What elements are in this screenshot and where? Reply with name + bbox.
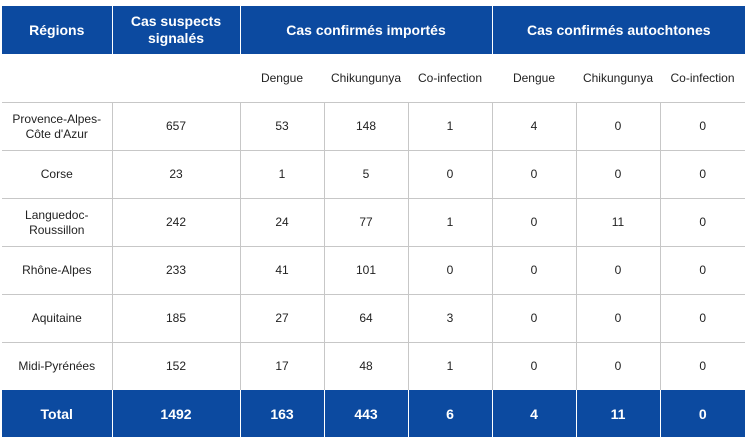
total-row: Total 1492 163 443 6 4 11 0: [2, 390, 746, 437]
region-name: Rhône-Alpes: [2, 246, 112, 295]
header-suspect-cases: Cas suspects signalés: [111, 6, 240, 54]
total-value: 1492: [111, 390, 240, 437]
subheader-row: Dengue Chikungunya Co-infection Dengue C…: [2, 54, 746, 103]
cell-value: 0: [491, 198, 576, 247]
region-name: Midi-Pyrénées: [18, 359, 96, 373]
total-value: 443: [323, 390, 408, 437]
cell-value: 0: [491, 246, 576, 295]
total-value: 0: [659, 390, 746, 437]
cases-table: Régions Cas suspects signalés Cas confir…: [2, 6, 746, 437]
cell-value: 0: [575, 246, 660, 295]
subheader-coinfection-autochthonous: Co-infection: [660, 54, 746, 103]
cell-value: 1: [407, 342, 492, 390]
total-label: Total: [2, 390, 112, 437]
header-regions: Régions: [2, 6, 112, 54]
cell-value: 53: [239, 102, 324, 151]
cell-value: 0: [575, 150, 660, 199]
cell-value: 41: [239, 246, 324, 295]
region-name: Provence-Alpes-Côte d'Azur: [2, 102, 112, 151]
cell-value: 0: [407, 150, 492, 199]
subheader-chikungunya-imported: Chikungunya: [324, 54, 408, 103]
header-row: Régions Cas suspects signalés Cas confir…: [2, 6, 746, 54]
cell-value: 0: [575, 102, 660, 151]
cell-value: 17: [239, 342, 324, 390]
cell-value: 27: [239, 294, 324, 343]
cell-value: 77: [323, 198, 408, 247]
header-autochthonous-cases: Cas confirmés autochtones: [491, 6, 746, 54]
subheader-dengue-autochthonous: Dengue: [492, 54, 576, 103]
cell-value: 1: [407, 198, 492, 247]
cell-value: 148: [323, 102, 408, 151]
total-value: 4: [491, 390, 576, 437]
region-name: Aquitaine: [2, 294, 112, 343]
cell-value: 23: [111, 150, 240, 199]
table-row: Corse 23 1 5 0 0 0 0: [2, 150, 746, 199]
cell-value: 64: [323, 294, 408, 343]
cell-value: 233: [111, 246, 240, 295]
cell-value: 0: [659, 102, 746, 151]
cell-value: 11: [575, 198, 660, 247]
cell-value: 0: [659, 342, 746, 390]
cell-value: 48: [323, 342, 408, 390]
cell-value: 0: [491, 342, 576, 390]
cell-value: 24: [239, 198, 324, 247]
table-row: Aquitaine 185 27 64 3 0 0 0: [2, 294, 746, 343]
subheader-empty: [112, 54, 240, 103]
subheader-chikungunya-autochthonous: Chikungunya: [576, 54, 660, 103]
cell-value: 0: [659, 294, 746, 343]
header-imported-cases: Cas confirmés importés: [239, 6, 492, 54]
cell-value: 242: [111, 198, 240, 247]
total-value: 11: [575, 390, 660, 437]
subheader-empty: [2, 54, 112, 103]
region-name: Languedoc-Roussillon: [2, 198, 112, 247]
cell-value: 0: [575, 294, 660, 343]
cell-value: 152: [111, 342, 240, 390]
table-row: Languedoc-Roussillon 242 24 77 1 0 11 0: [2, 198, 746, 247]
cell-value: 1: [407, 102, 492, 151]
cell-value: 657: [111, 102, 240, 151]
cell-value: 0: [659, 246, 746, 295]
cell-value: 1: [239, 150, 324, 199]
table-row: Provence-Alpes-Côte d'Azur 657 53 148 1 …: [2, 102, 746, 151]
cell-value: 5: [323, 150, 408, 199]
cell-value: 4: [491, 102, 576, 151]
cell-value: 0: [659, 198, 746, 247]
cell-value: 0: [491, 294, 576, 343]
subheader-dengue-imported: Dengue: [240, 54, 324, 103]
cell-value: 0: [659, 150, 746, 199]
table-row: Midi-Pyrénées 152 17 48 1 0 0 0: [2, 342, 746, 390]
total-value: 163: [239, 390, 324, 437]
cell-value: 0: [407, 246, 492, 295]
table-row: Rhône-Alpes 233 41 101 0 0 0 0: [2, 246, 746, 295]
subheader-coinfection-imported: Co-infection: [408, 54, 492, 103]
region-name: Corse: [2, 150, 112, 199]
cell-value: 101: [323, 246, 408, 295]
cell-value: 3: [407, 294, 492, 343]
total-value: 6: [407, 390, 492, 437]
cell-value: 0: [491, 150, 576, 199]
cell-value: 185: [111, 294, 240, 343]
cell-value: 0: [575, 342, 660, 390]
